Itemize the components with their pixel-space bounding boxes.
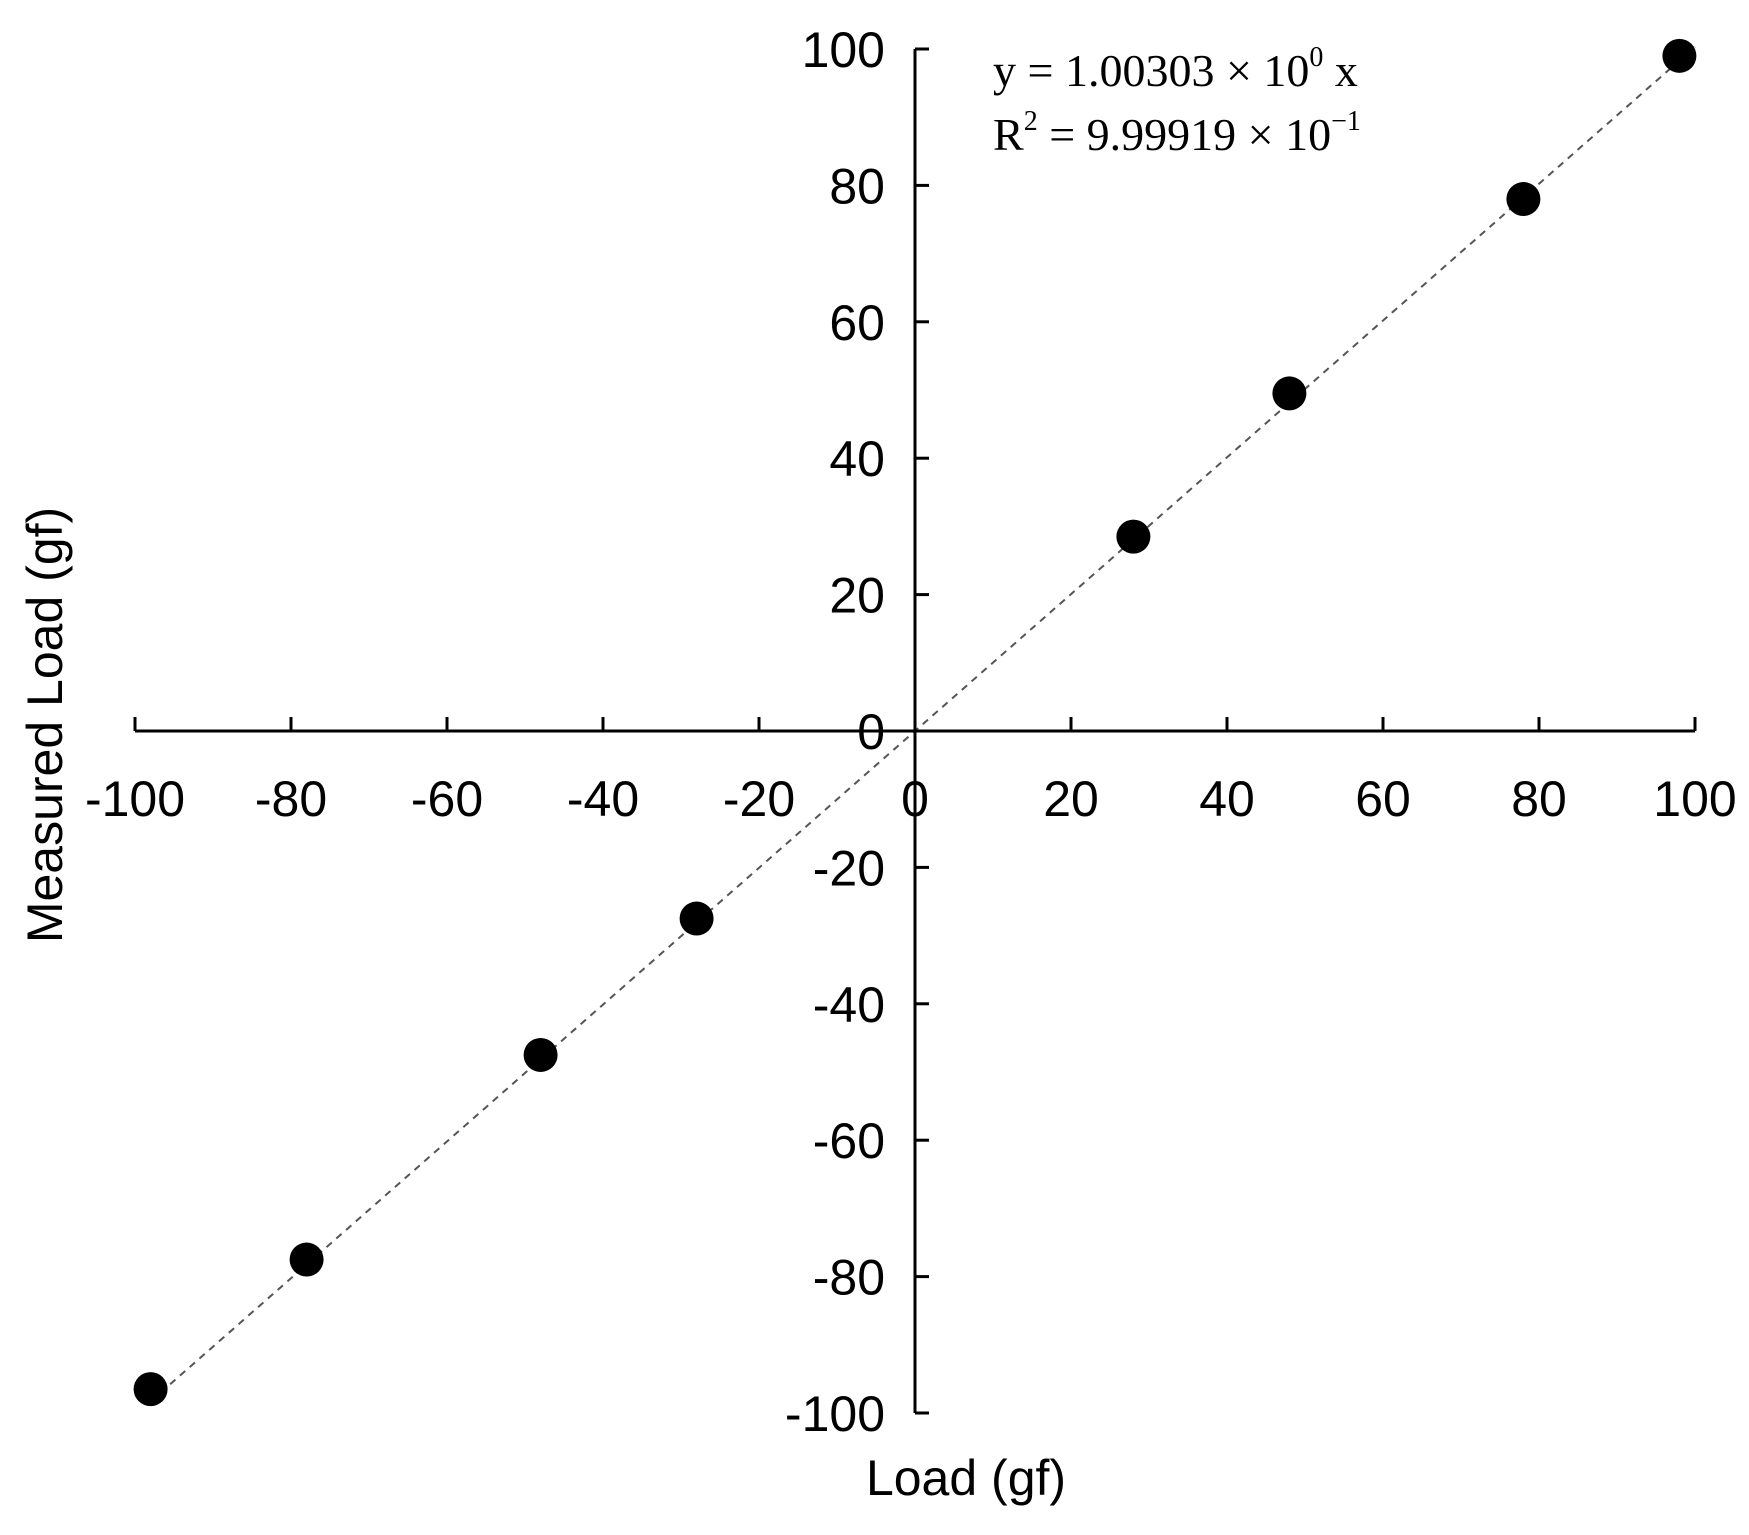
axes-layer — [133, 47, 1697, 1415]
eq-exponent: 0 — [1309, 42, 1323, 73]
x-tick-label: 0 — [901, 771, 929, 827]
trendline — [149, 46, 1696, 1403]
regression-equation: y = 1.00303 × 100 x — [993, 42, 1358, 96]
trendline-layer — [149, 46, 1696, 1403]
y-tick-label: 40 — [829, 431, 885, 487]
r-symbol: R — [993, 109, 1024, 160]
eq-coefficient: = 1.00303 × 10 — [1016, 45, 1309, 96]
y-tick-label: 60 — [829, 295, 885, 351]
x-tick-label: -60 — [411, 771, 483, 827]
data-point — [1506, 182, 1541, 217]
y-tick-labels: 100 80 60 40 20 0 -20 -40 -60 -80 -100 — [785, 22, 885, 1442]
y-tick-label: -80 — [813, 1250, 885, 1306]
x-tick-label: 60 — [1355, 771, 1411, 827]
x-tick-label: 100 — [1653, 771, 1736, 827]
eq-x-variable: x — [1335, 45, 1358, 96]
data-point — [133, 1372, 168, 1407]
x-tick-labels: -100 -80 -60 -40 -20 0 20 40 60 80 100 — [85, 771, 1737, 827]
data-points — [133, 38, 1697, 1407]
data-point — [289, 1242, 324, 1277]
y-tick-label: 80 — [829, 158, 885, 214]
eq-space — [1323, 45, 1335, 96]
y-axis-label: Measured Load (gf) — [17, 507, 73, 943]
x-tick-label: 80 — [1511, 771, 1567, 827]
r-squared-text: R2 = 9.99919 × 10−1 — [993, 106, 1361, 160]
data-point — [523, 1037, 558, 1072]
x-tick-label: -40 — [567, 771, 639, 827]
regression-annotation: y = 1.00303 × 100 x R2 = 9.99919 × 10−1 — [993, 42, 1361, 160]
r-exponent: 2 — [1024, 106, 1038, 137]
y-tick-label: -100 — [785, 1386, 885, 1442]
y-tick-label: -40 — [813, 977, 885, 1033]
x-tick-label: 20 — [1043, 771, 1099, 827]
y-tick-label: 0 — [857, 704, 885, 760]
data-point — [1116, 519, 1151, 554]
y-tick-label: 20 — [829, 568, 885, 624]
data-point — [1662, 38, 1697, 73]
y-tick-label: 100 — [802, 22, 885, 78]
r-squared-exponent: −1 — [1331, 106, 1361, 137]
x-tick-label: 40 — [1199, 771, 1255, 827]
y-tick-label: -60 — [813, 1113, 885, 1169]
data-point — [1272, 376, 1307, 411]
x-tick-label: -20 — [723, 771, 795, 827]
y-tick-label: -20 — [813, 840, 885, 896]
eq-y-variable: y — [993, 45, 1016, 96]
x-axis-label: Load (gf) — [866, 1450, 1066, 1506]
x-tick-label: -100 — [85, 771, 185, 827]
data-point — [679, 901, 714, 936]
r-squared-value: = 9.99919 × 10 — [1038, 109, 1331, 160]
x-tick-label: -80 — [255, 771, 327, 827]
